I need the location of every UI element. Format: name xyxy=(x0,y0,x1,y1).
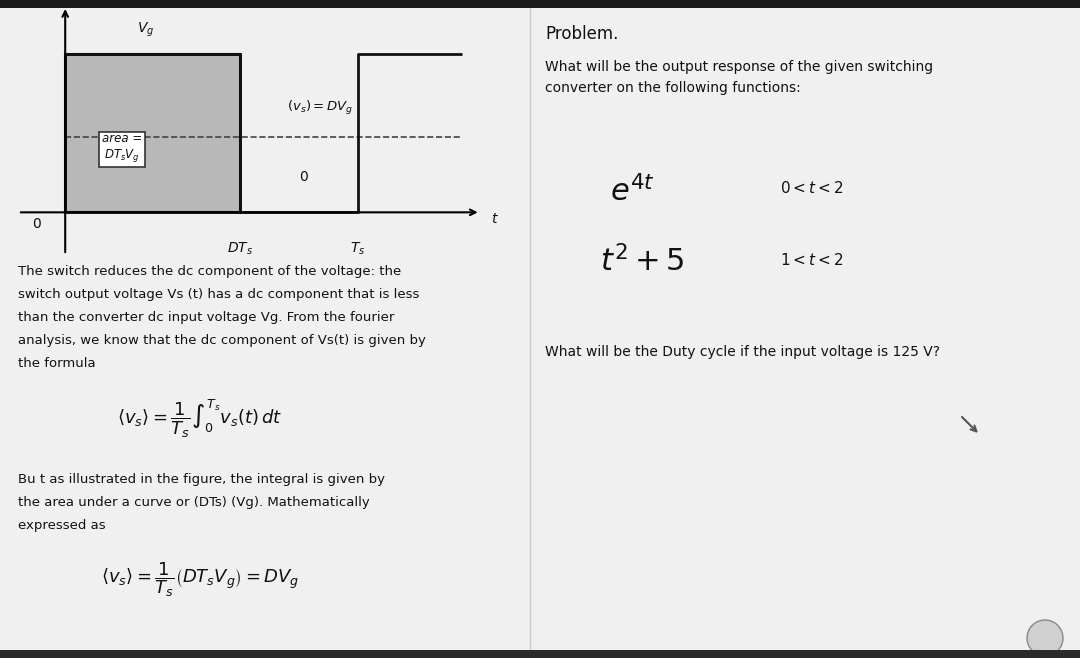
Text: Bu t as illustrated in the figure, the integral is given by: Bu t as illustrated in the figure, the i… xyxy=(18,473,384,486)
Bar xyxy=(65,53,240,213)
Bar xyxy=(65,53,240,213)
Text: Problem.: Problem. xyxy=(545,25,619,43)
Text: What will be the output response of the given switching
converter on the followi: What will be the output response of the … xyxy=(545,60,933,95)
Text: The switch reduces the dc component of the voltage: the: The switch reduces the dc component of t… xyxy=(18,265,402,278)
Text: $1 < t < 2$: $1 < t < 2$ xyxy=(780,252,843,268)
Text: $V_g$: $V_g$ xyxy=(137,20,154,39)
Bar xyxy=(0,650,1080,658)
Text: $DT_s$: $DT_s$ xyxy=(227,241,253,257)
Text: $T_s$: $T_s$ xyxy=(350,241,365,257)
Text: switch output voltage Vs (t) has a dc component that is less: switch output voltage Vs (t) has a dc co… xyxy=(18,288,419,301)
Text: the formula: the formula xyxy=(18,357,96,370)
Text: 0: 0 xyxy=(299,170,308,184)
Text: analysis, we know that the dc component of Vs(t) is given by: analysis, we know that the dc component … xyxy=(18,334,426,347)
Bar xyxy=(0,0,1080,8)
Text: $v_s(t)$: $v_s(t)$ xyxy=(26,0,57,8)
Text: area =
$DT_sV_g$: area = $DT_sV_g$ xyxy=(102,132,141,164)
Text: expressed as: expressed as xyxy=(18,519,106,532)
Text: $\langle v_s \rangle = \dfrac{1}{T_s}\int_0^{T_s} v_s(t)\,dt$: $\langle v_s \rangle = \dfrac{1}{T_s}\in… xyxy=(118,398,283,440)
Text: $0 < t < 2$: $0 < t < 2$ xyxy=(780,180,843,196)
Circle shape xyxy=(1027,620,1063,656)
Text: $\langle v_s \rangle = \dfrac{1}{T_s}\left(DT_sV_g\right) = DV_g$: $\langle v_s \rangle = \dfrac{1}{T_s}\le… xyxy=(100,560,299,599)
Text: What will be the Duty cycle if the input voltage is 125 V?: What will be the Duty cycle if the input… xyxy=(545,345,940,359)
Text: the area under a curve or (DTs) (Vg). Mathematically: the area under a curve or (DTs) (Vg). Ma… xyxy=(18,496,369,509)
Text: $t^2 + 5$: $t^2 + 5$ xyxy=(600,245,685,278)
Text: $(v_s) = DV_g$: $(v_s) = DV_g$ xyxy=(287,99,353,117)
Text: $t$: $t$ xyxy=(490,213,499,226)
Text: $e^{4t}$: $e^{4t}$ xyxy=(610,175,654,207)
Text: than the converter dc input voltage Vg. From the fourier: than the converter dc input voltage Vg. … xyxy=(18,311,394,324)
Text: 0: 0 xyxy=(32,217,41,231)
